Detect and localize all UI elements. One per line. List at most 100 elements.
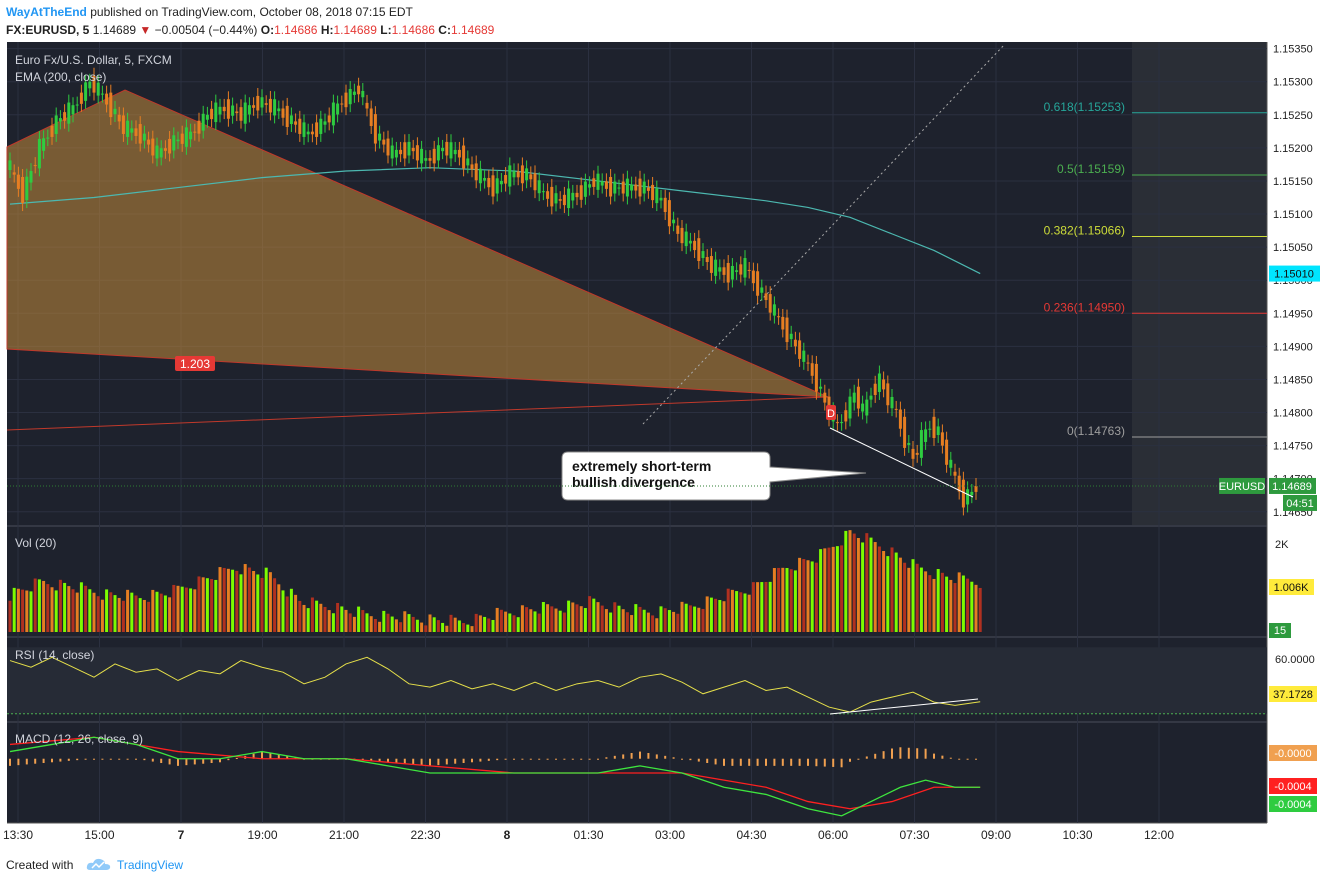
author-link[interactable]: WayAtTheEnd [6, 5, 87, 19]
candle-body [113, 108, 117, 115]
macd-histogram-bar [76, 758, 79, 761]
volume-bar [693, 606, 697, 632]
x-tick-label: 7 [178, 828, 185, 842]
macd-histogram-bar [739, 758, 742, 766]
macd-histogram-bar [445, 758, 448, 765]
candle-body [722, 267, 726, 275]
volume-bar [197, 576, 201, 632]
candle-body [835, 422, 839, 424]
tradingview-link[interactable]: TradingView [117, 858, 184, 872]
macd-value-tag [1269, 796, 1317, 812]
volume-bar [147, 601, 151, 632]
candle-body [306, 131, 310, 135]
candle-body [180, 133, 184, 144]
candle-body [554, 193, 558, 204]
macd-histogram-bar [773, 758, 776, 766]
candle-body [537, 180, 541, 194]
candle-body [680, 227, 684, 244]
volume-bar [247, 567, 251, 632]
macd-histogram-bar [235, 758, 238, 759]
macd-histogram-bar [361, 758, 364, 761]
chart-area[interactable]: 13:30 15:00 7 19:00 21:00 22:30 8 01:30 03:00 04:… [0, 42, 1343, 848]
macd-histogram-bar [933, 753, 935, 759]
macd-histogram-bar [412, 758, 415, 765]
symbol-tag-label: EURUSD [1219, 481, 1266, 493]
candle-body [529, 174, 533, 180]
macd-histogram-bar [748, 758, 751, 766]
candle-body [772, 304, 776, 316]
candle-body [331, 102, 335, 126]
volume-bar [730, 589, 734, 632]
volume-bar [588, 596, 592, 632]
candle-body [155, 145, 159, 159]
candle-body [588, 184, 592, 188]
volume-bar [184, 587, 188, 632]
rsi-band [7, 647, 1267, 714]
volume-bar [558, 610, 562, 632]
macd-histogram-bar [151, 758, 154, 762]
candle-body [21, 176, 25, 204]
candle-body [512, 171, 516, 178]
candle-body [487, 177, 491, 188]
low-value: 1.14686 [391, 23, 435, 37]
candle-body [138, 124, 142, 144]
volume-bar [882, 551, 886, 632]
volume-bar [436, 620, 440, 632]
y-tick-label: 1.15100 [1273, 209, 1313, 221]
candle-body [100, 93, 104, 95]
macd-histogram-bar [630, 753, 633, 759]
macd-histogram-bar [857, 758, 860, 760]
volume-bar [260, 577, 264, 632]
candle-body [273, 99, 277, 116]
candle-body [974, 485, 978, 492]
candle-body [327, 115, 331, 123]
candle-body [197, 120, 201, 134]
volume-bar [130, 592, 134, 632]
candle-body [268, 98, 272, 113]
volume-bar [201, 577, 205, 632]
macd-histogram-bar [387, 758, 389, 763]
volume-bar [735, 591, 739, 632]
macd-histogram-bar [941, 755, 944, 759]
volume-bar [378, 621, 382, 632]
symbol-line: FX:EURUSD, 5 1.14689 ▼ −0.00504 (−0.44%)… [6, 23, 494, 37]
candle-body [126, 120, 130, 137]
volume-bar [583, 608, 587, 632]
macd-value-label: -0.0004 [1274, 781, 1311, 793]
candle-body [168, 138, 172, 154]
volume-bar [768, 581, 772, 632]
candle-body [252, 105, 256, 108]
macd-histogram-bar [555, 758, 557, 760]
volume-bar [873, 542, 877, 632]
open-value: 1.14686 [274, 23, 318, 37]
volume-bar [932, 578, 936, 632]
candle-body [919, 430, 923, 458]
volume-bar [298, 600, 302, 632]
candle-body [667, 200, 671, 227]
x-tick-label: 12:00 [1144, 828, 1174, 842]
macd-histogram-bar [109, 758, 112, 760]
volume-bar [743, 593, 747, 632]
macd-histogram-bar [538, 758, 541, 760]
volume-bar [285, 596, 289, 632]
volume-bar [336, 602, 340, 632]
macd-histogram-bar [160, 758, 163, 763]
candle-body [117, 114, 121, 122]
macd-histogram-bar [496, 758, 499, 761]
candle-body [277, 108, 281, 112]
candle-body [756, 271, 760, 296]
candle-body [348, 88, 352, 105]
candle-body [726, 262, 730, 283]
macd-histogram-bar [916, 748, 919, 759]
candle-body [869, 395, 873, 400]
volume-bar [852, 533, 856, 632]
macd-histogram-bar [286, 755, 289, 759]
volume-bar [512, 615, 516, 632]
volume-bar [445, 625, 449, 632]
volume-bar [42, 580, 46, 632]
macd-histogram-bar [546, 758, 549, 760]
macd-histogram-bar [471, 758, 473, 763]
volume-bar [315, 600, 319, 632]
candle-body [579, 185, 583, 200]
candle-body [403, 142, 407, 159]
